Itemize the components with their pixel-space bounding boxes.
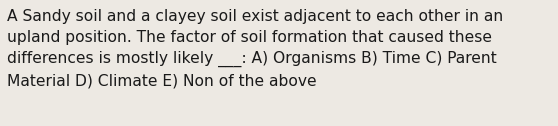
Text: A Sandy soil and a clayey soil exist adjacent to each other in an
upland positio: A Sandy soil and a clayey soil exist adj… (7, 9, 503, 88)
